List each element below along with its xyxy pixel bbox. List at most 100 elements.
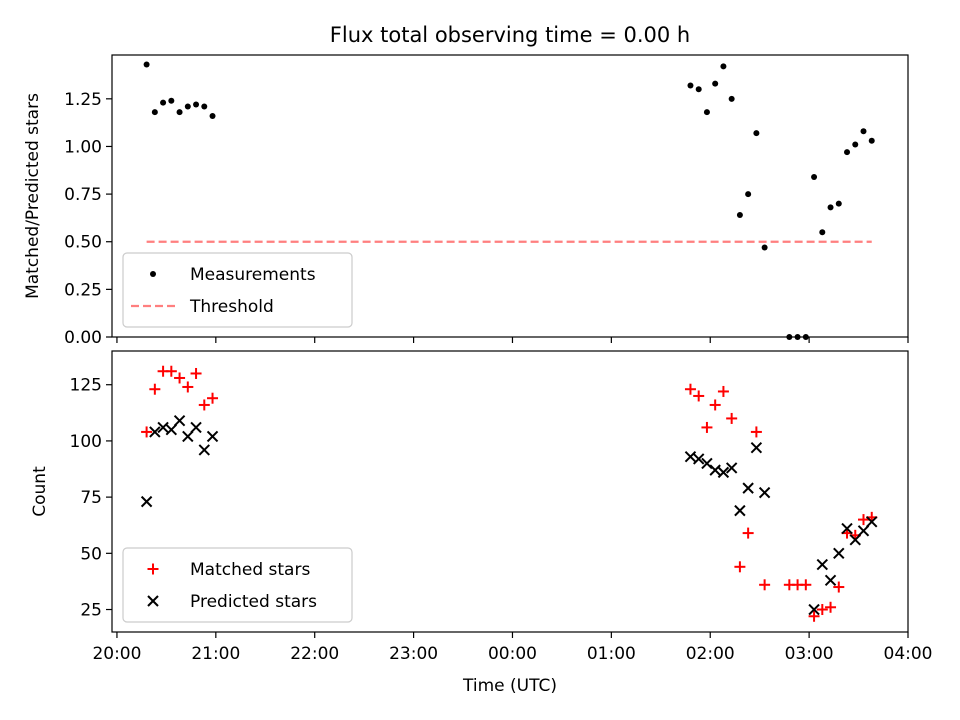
- measurement-point: [852, 141, 859, 148]
- matched-star-point: [198, 399, 210, 411]
- matched-star-point: [693, 390, 705, 402]
- predicted-star-point: [173, 414, 186, 427]
- plot-frame: [111, 54, 909, 338]
- x-b: [816, 558, 829, 571]
- measurement-point: [827, 204, 834, 211]
- predicted-star-point: [190, 421, 202, 434]
- matched-star-point: [750, 426, 762, 438]
- top-panel: 0.00 0.25 0.50 0.75 1.00 1.25 Measurements Thre…: [64, 54, 909, 348]
- matched-star-point: [816, 604, 828, 616]
- predicted-star-point: [857, 525, 870, 537]
- predicted-star-point: [849, 534, 861, 546]
- legend-label: Predicted stars: [190, 592, 317, 612]
- predicted-star-point: [742, 482, 754, 494]
- x-b: [701, 457, 713, 470]
- predicted-star-point: [692, 453, 705, 465]
- matched-star-point: [141, 426, 153, 438]
- measurement-point: [761, 244, 768, 251]
- top-y-axis-label: Matched/Predicted stars: [23, 93, 43, 299]
- x-b: [750, 441, 763, 454]
- y-tick-label: 75: [80, 488, 102, 508]
- measurement-point: [703, 109, 710, 116]
- x-tick-label: 04:00: [884, 644, 933, 664]
- predicted-star-point: [709, 464, 721, 476]
- y-tick-label: 50: [80, 544, 102, 564]
- matched-star-point: [149, 383, 161, 395]
- matched-star-point: [833, 581, 845, 593]
- x-b: [149, 426, 161, 438]
- predicted-star-point: [866, 516, 878, 528]
- predicted-star-point: [684, 450, 697, 463]
- matched-star-point: [808, 610, 820, 622]
- predicted-star-point: [841, 522, 853, 535]
- series-0: [143, 61, 875, 340]
- measurement-point: [844, 149, 851, 156]
- legend-measurement-swatch: [150, 271, 156, 277]
- matched-star-point: [684, 383, 696, 395]
- matched-star-point: [174, 372, 186, 384]
- x-b: [717, 466, 730, 479]
- measurement-point: [184, 103, 191, 110]
- predicted-star-point: [140, 495, 153, 508]
- matched-star-point: [190, 367, 202, 379]
- x-b: [866, 516, 878, 528]
- predicted-star-point: [182, 430, 194, 443]
- measurement-point: [868, 137, 875, 144]
- x-tick-label: 21:00: [191, 644, 240, 664]
- measurement-point: [728, 95, 735, 102]
- bottom-panel: 25 50 75 100 125 20:00 21:00 22:00 23:00 00:00 01:…: [70, 350, 933, 664]
- x-b: [849, 534, 861, 546]
- legend: Matched stars Predicted stars: [122, 547, 353, 623]
- x-b: [165, 423, 178, 436]
- measurement-point: [193, 101, 200, 108]
- x-tick-label: 20:00: [92, 644, 141, 664]
- predicted-star-point: [833, 547, 845, 560]
- measurement-point: [176, 109, 183, 116]
- matched-star-point: [709, 399, 721, 411]
- predicted-star-point: [734, 504, 746, 517]
- y-tick-label: 1.00: [64, 137, 102, 157]
- matched-star-point: [800, 579, 812, 591]
- x-b: [857, 525, 870, 537]
- x-b: [692, 453, 705, 465]
- measurement-point: [745, 191, 752, 198]
- legend: Measurements Threshold: [122, 252, 353, 328]
- matched-star-point: [759, 579, 771, 591]
- measurement-point: [687, 82, 694, 89]
- y-tick-label: 0.50: [64, 233, 102, 253]
- measurement-point: [712, 80, 719, 87]
- x-b: [684, 450, 697, 463]
- measurement-point: [143, 61, 150, 68]
- predicted-star-point: [206, 430, 219, 443]
- predicted-star-point: [725, 462, 738, 474]
- x-b: [808, 603, 820, 616]
- predicted-star-point: [717, 466, 730, 479]
- x-b: [833, 547, 845, 560]
- legend-label: Matched stars: [190, 560, 310, 580]
- x-b: [190, 421, 202, 434]
- x-b: [206, 430, 219, 443]
- matched-star-point: [825, 601, 837, 613]
- legend-box: [122, 547, 353, 623]
- measurement-point: [860, 128, 867, 135]
- y-tick-label: 125: [70, 376, 102, 396]
- measurement-point: [695, 86, 702, 93]
- predicted-star-point: [750, 441, 763, 454]
- x-b: [742, 482, 754, 494]
- x-b: [140, 495, 153, 508]
- legend-box: [122, 252, 353, 328]
- measurement-point: [720, 63, 727, 70]
- x-b: [841, 522, 853, 535]
- x-axis-label: Time (UTC): [462, 676, 557, 696]
- predicted-star-point: [816, 558, 829, 571]
- predicted-star-point: [824, 574, 837, 587]
- series-1: [140, 414, 878, 616]
- x-b: [709, 464, 721, 476]
- x-tick-label: 03:00: [785, 644, 834, 664]
- x-tick-label: 02:00: [686, 644, 735, 664]
- matched-star-point: [742, 527, 754, 539]
- matched-star-point: [858, 514, 870, 526]
- x-b: [182, 430, 194, 443]
- measurement-point: [835, 200, 842, 207]
